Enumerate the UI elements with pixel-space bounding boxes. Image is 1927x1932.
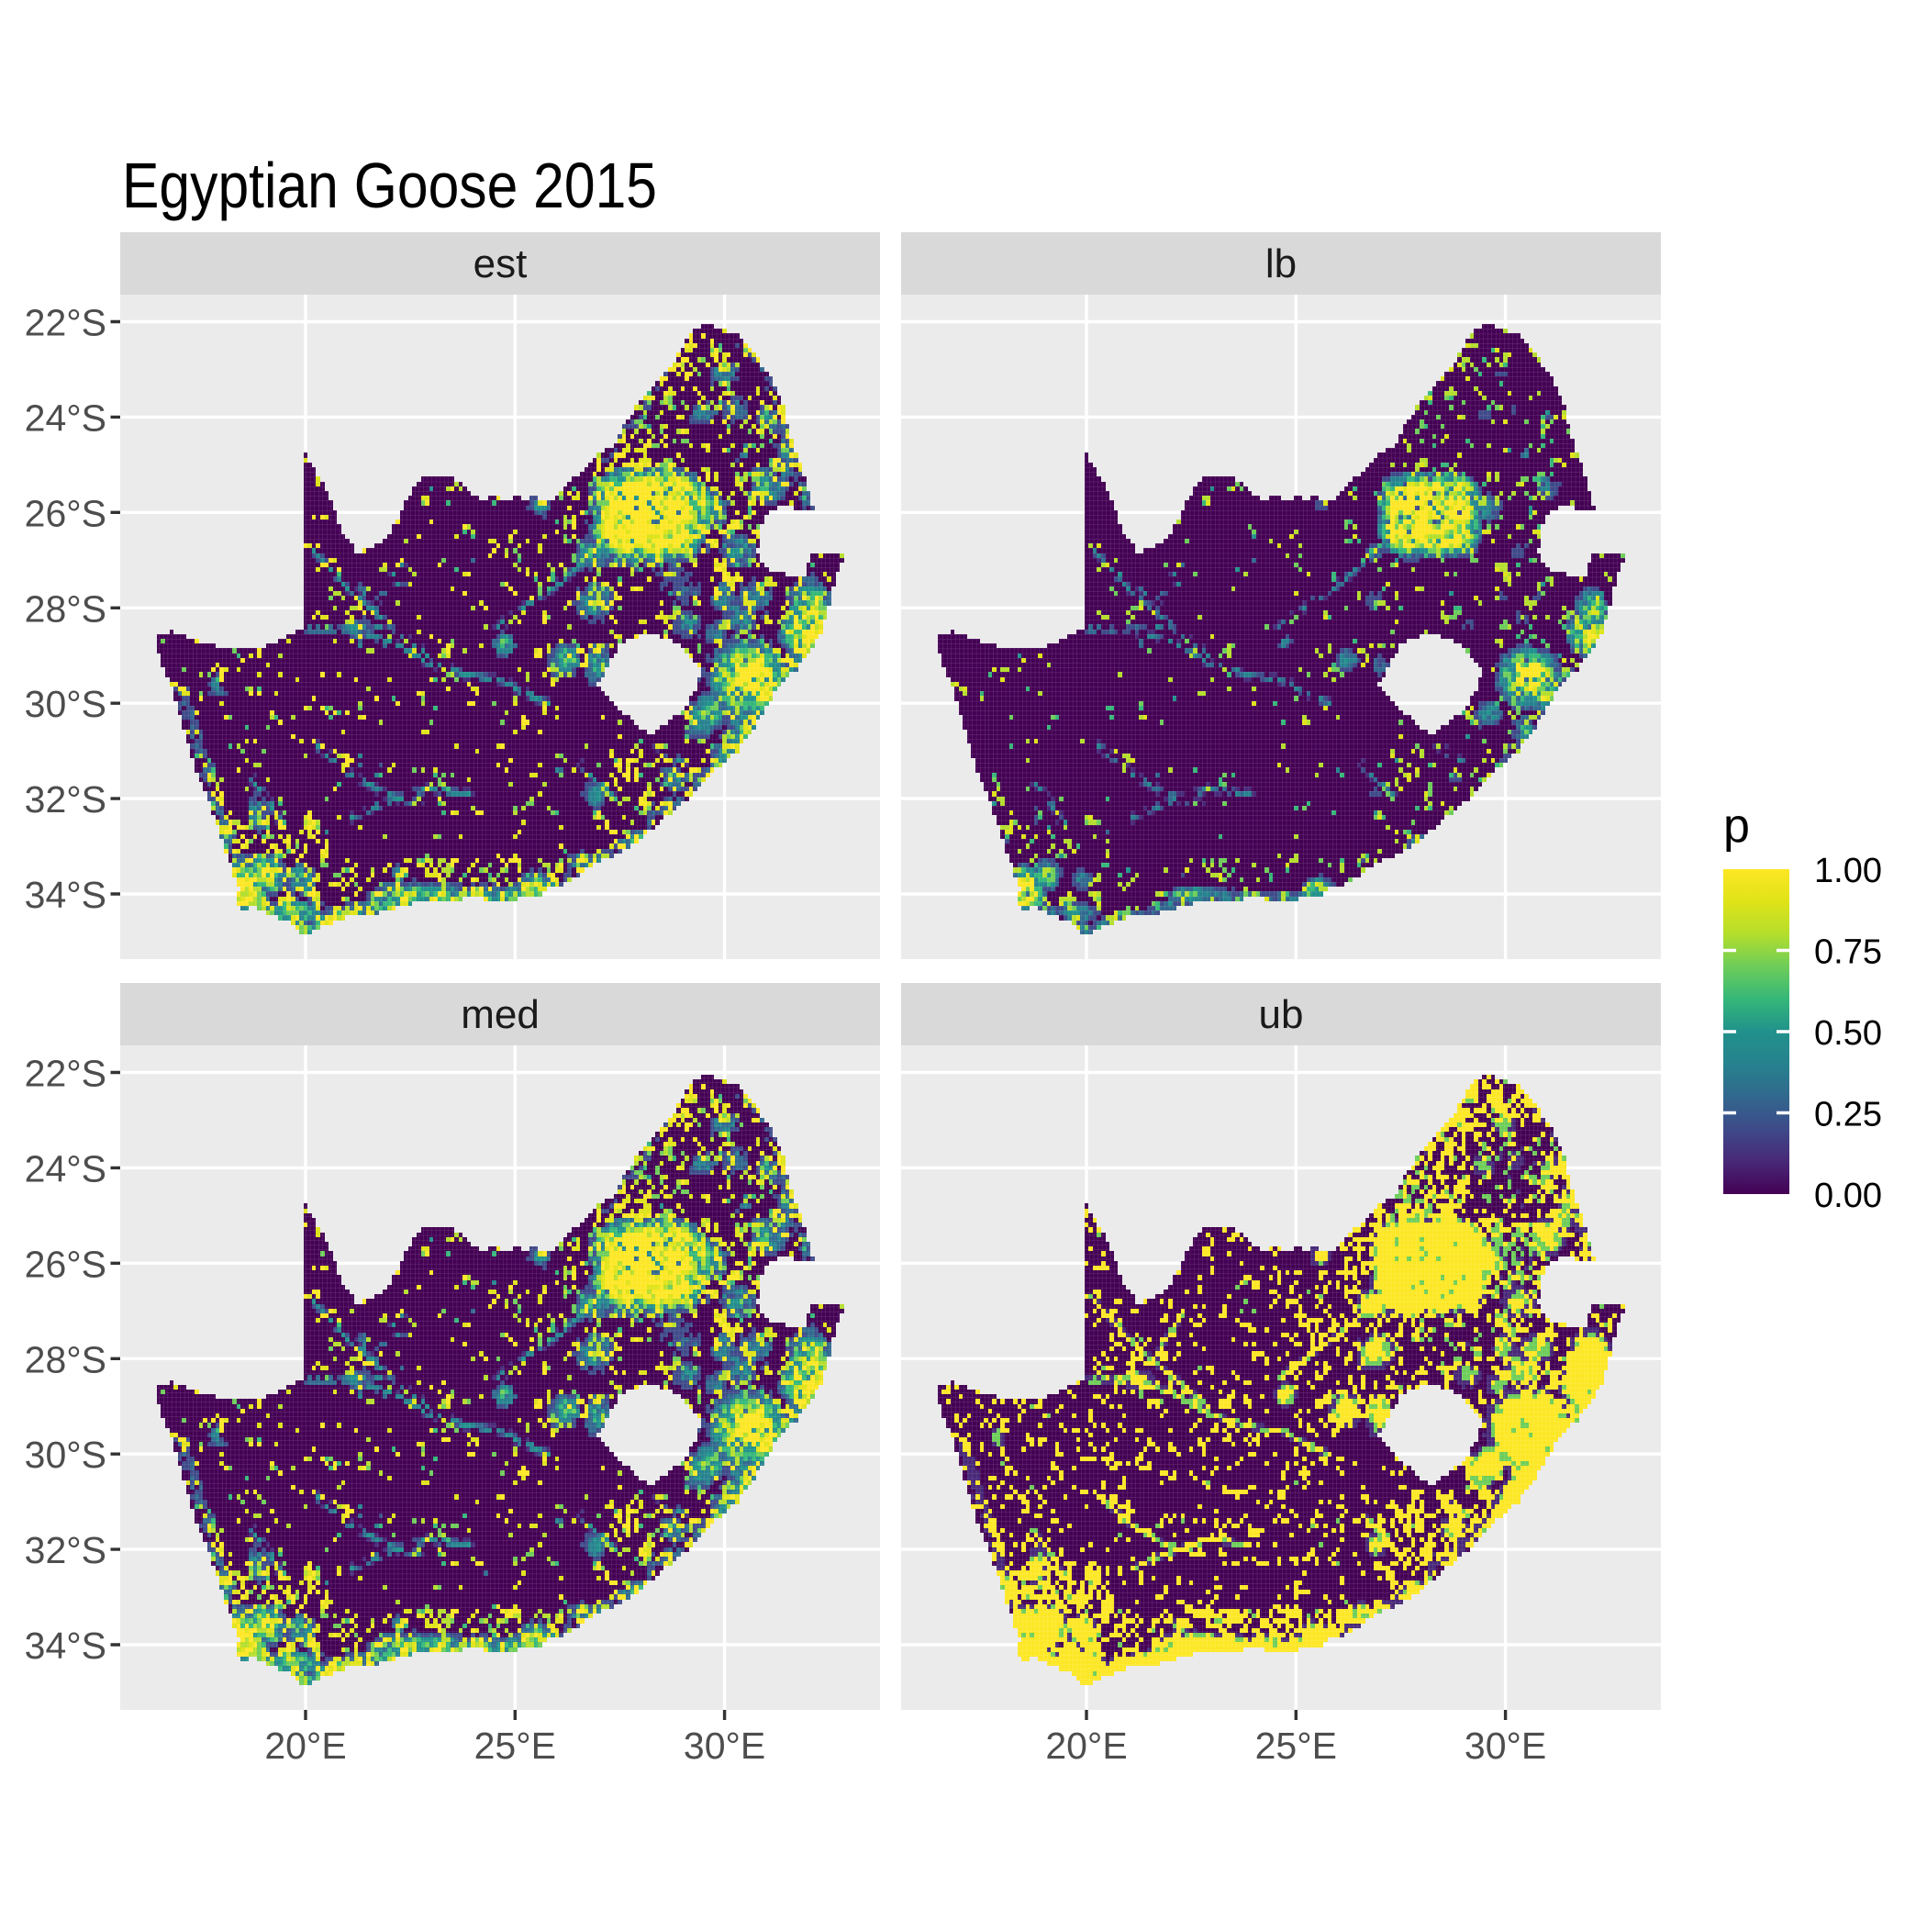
svg-text:34°S: 34°S <box>25 1625 106 1667</box>
svg-text:25°E: 25°E <box>1255 1725 1337 1767</box>
svg-text:32°S: 32°S <box>25 1529 106 1571</box>
svg-text:30°S: 30°S <box>25 683 106 725</box>
svg-text:est: est <box>473 241 528 286</box>
svg-text:24°S: 24°S <box>25 1147 106 1189</box>
svg-text:22°S: 22°S <box>25 302 106 344</box>
svg-text:26°S: 26°S <box>25 492 106 534</box>
svg-text:30°S: 30°S <box>25 1434 106 1476</box>
svg-text:28°S: 28°S <box>25 1338 106 1380</box>
svg-text:30°E: 30°E <box>1465 1725 1546 1767</box>
svg-text:30°E: 30°E <box>684 1725 765 1767</box>
svg-text:0.75: 0.75 <box>1814 933 1882 972</box>
svg-text:lb: lb <box>1265 241 1297 286</box>
svg-text:28°S: 28°S <box>25 587 106 630</box>
svg-text:Egyptian Goose 2015: Egyptian Goose 2015 <box>122 150 657 221</box>
svg-text:24°S: 24°S <box>25 396 106 439</box>
svg-text:34°S: 34°S <box>25 874 106 916</box>
svg-text:0.25: 0.25 <box>1814 1096 1882 1134</box>
svg-text:p: p <box>1723 799 1750 853</box>
svg-text:26°S: 26°S <box>25 1243 106 1285</box>
svg-text:25°E: 25°E <box>474 1725 556 1767</box>
svg-text:20°E: 20°E <box>264 1725 346 1767</box>
svg-text:22°S: 22°S <box>25 1053 106 1095</box>
svg-text:1.00: 1.00 <box>1814 852 1882 890</box>
svg-text:32°S: 32°S <box>25 778 106 821</box>
svg-text:ub: ub <box>1259 992 1304 1037</box>
svg-text:0.00: 0.00 <box>1814 1177 1882 1215</box>
svg-text:med: med <box>461 992 540 1037</box>
svg-text:0.50: 0.50 <box>1814 1014 1882 1053</box>
svg-text:20°E: 20°E <box>1045 1725 1127 1767</box>
